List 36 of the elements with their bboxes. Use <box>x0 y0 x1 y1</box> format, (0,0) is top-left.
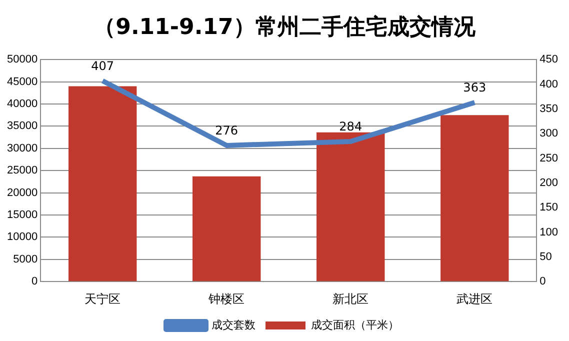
data-label: 276 <box>215 124 238 138</box>
chart-title: （9.11-9.17）常州二手住宅成交情况 <box>92 14 476 42</box>
y-tick-label: 45000 <box>6 76 38 88</box>
y2-tick-label: 250 <box>540 152 558 164</box>
x-tick-label: 钟楼区 <box>208 292 245 306</box>
legend-label: 成交套数 <box>212 318 256 332</box>
y-tick-label: 5000 <box>13 253 38 266</box>
y2-tick-label: 450 <box>540 54 558 66</box>
y-tick-label: 15000 <box>6 209 38 222</box>
y-tick-label: 30000 <box>6 142 38 154</box>
legend-label: 成交面积（平米） <box>311 318 399 332</box>
bar <box>316 132 385 282</box>
y-tick-label: 10000 <box>6 231 38 244</box>
y2-tick-label: 400 <box>540 78 558 90</box>
x-tick-label: 天宁区 <box>84 292 121 306</box>
y-tick-label: 35000 <box>6 120 38 132</box>
bar <box>440 115 509 282</box>
y2-tick-label: 300 <box>540 128 558 140</box>
y2-tick-label: 200 <box>540 176 558 189</box>
data-label: 363 <box>463 80 486 95</box>
y2-tick-label: 50 <box>540 250 552 263</box>
y2-tick-label: 350 <box>540 102 558 115</box>
y2-tick-label: 0 <box>540 276 546 288</box>
y-tick-label: 25000 <box>6 164 38 177</box>
x-tick-label: 武进区 <box>456 292 493 306</box>
y-tick-label: 50000 <box>6 54 38 66</box>
y-tick-label: 20000 <box>6 186 38 199</box>
y2-tick-label: 100 <box>540 226 558 238</box>
data-label: 407 <box>91 58 114 73</box>
y2-tick-label: 150 <box>540 202 558 214</box>
x-tick-label: 新北区 <box>332 292 369 306</box>
bar <box>192 176 261 282</box>
y-tick-label: 0 <box>31 276 38 288</box>
data-label: 284 <box>339 120 362 134</box>
bar <box>68 86 137 282</box>
y-tick-label: 40000 <box>6 98 38 110</box>
